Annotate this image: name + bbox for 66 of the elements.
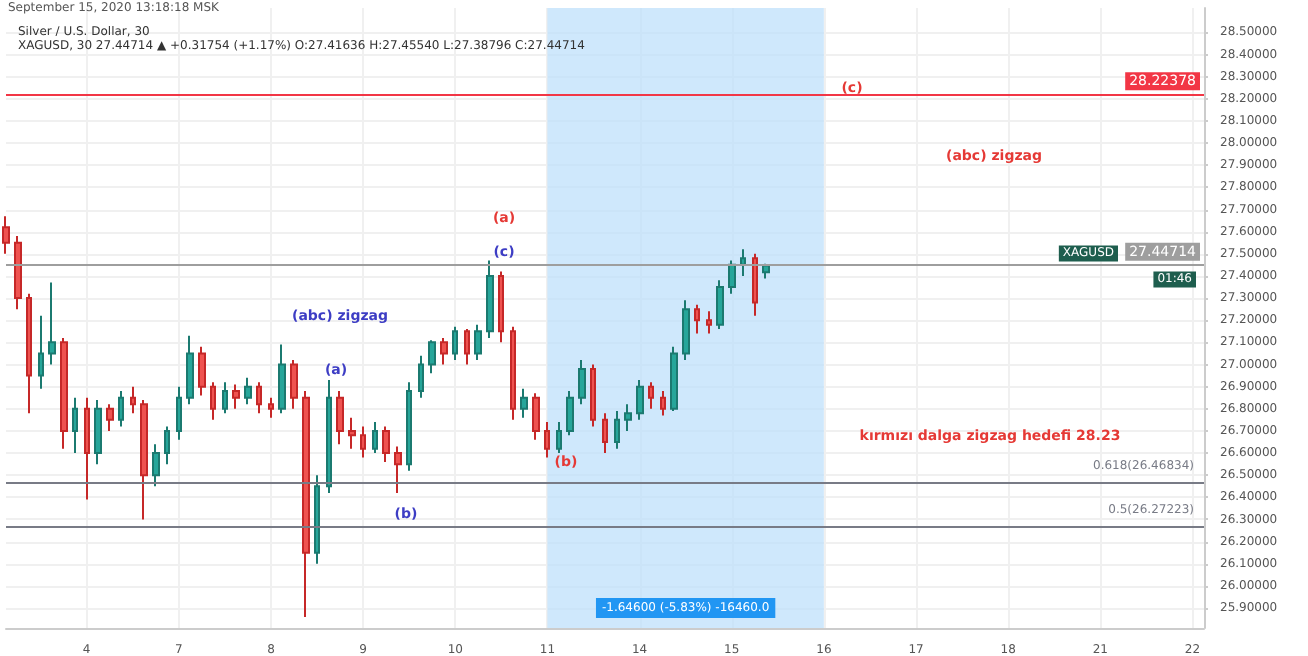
candlestick (602, 412, 608, 455)
candlestick (348, 416, 356, 450)
candlestick (244, 376, 252, 406)
candlestick (636, 379, 644, 421)
candlestick (648, 381, 654, 410)
candlestick (660, 390, 666, 417)
candlestick (452, 325, 458, 362)
candlestick (198, 345, 206, 397)
candlestick (670, 345, 678, 412)
candlestick (302, 390, 310, 618)
candlestick (566, 390, 574, 437)
candlestick (140, 398, 148, 521)
candlestick (740, 248, 746, 277)
candlestick (232, 383, 240, 410)
candlestick (382, 425, 390, 463)
candlestick (84, 396, 90, 501)
candlestick (498, 270, 504, 344)
candlestick (360, 425, 366, 459)
candlestick (210, 381, 216, 421)
candlestick (26, 292, 32, 415)
candlestick (152, 443, 160, 488)
candlestick (48, 281, 56, 366)
candlestick (682, 299, 690, 362)
candlestick (474, 323, 482, 362)
candlestick (326, 379, 332, 494)
candlestick (544, 421, 550, 459)
candlestick (186, 334, 194, 406)
candlestick (624, 403, 632, 432)
candlestick (418, 354, 424, 399)
candlestick (256, 381, 262, 415)
candlestick (486, 259, 494, 339)
candlestick (72, 396, 78, 455)
candlestick (406, 381, 412, 472)
candlestick (590, 363, 596, 428)
candlestick (106, 403, 114, 432)
candlestick (222, 381, 228, 415)
candlestick (176, 385, 182, 441)
candlestick (60, 336, 68, 450)
candlestick (314, 474, 320, 565)
candlestick (336, 390, 344, 446)
candlestick (278, 343, 286, 415)
candlestick (716, 279, 724, 331)
candlestick (728, 259, 736, 295)
candlestick (394, 445, 402, 494)
candlestick (706, 310, 712, 335)
candlestick (614, 410, 620, 450)
candlestick (94, 398, 102, 466)
candlestick (38, 314, 44, 390)
candlestick (268, 396, 274, 419)
candlestick (464, 328, 470, 366)
candlestick (428, 339, 436, 375)
candlestick (130, 385, 136, 415)
candlestick (510, 325, 516, 421)
candlestick (578, 359, 586, 406)
candlestick (118, 390, 124, 428)
candlestick (14, 235, 22, 311)
candlestick (290, 359, 298, 410)
candlestick (164, 425, 170, 466)
candlestick (694, 303, 700, 335)
candlestick (2, 215, 10, 255)
candlestick (440, 336, 448, 366)
candlestick (532, 392, 540, 441)
candlestick (520, 387, 528, 419)
candlestick (752, 252, 758, 317)
candlestick (556, 421, 562, 455)
candlestick (372, 421, 378, 455)
